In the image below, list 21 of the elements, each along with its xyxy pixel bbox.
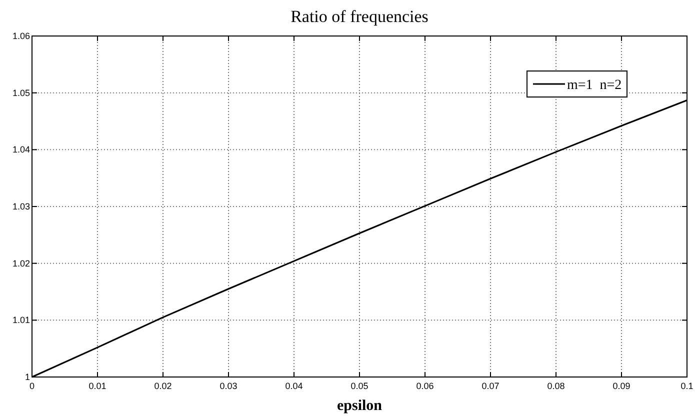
x-tick-label: 0.04 [285, 381, 303, 391]
x-tick-label: 0 [29, 381, 35, 391]
x-tick-label: 0.02 [154, 381, 172, 391]
y-tick-label: 1.03 [12, 202, 30, 212]
y-tick-label: 1 [24, 372, 30, 382]
x-tick-label: 0.06 [416, 381, 434, 391]
x-tick-label: 0.08 [547, 381, 565, 391]
y-tick-label: 1.04 [12, 144, 30, 155]
legend-label: m=1 n=2 [567, 78, 622, 93]
x-axis-title: epsilon [336, 398, 383, 414]
chart-title: Ratio of frequencies [290, 7, 428, 26]
y-tick-label: 1.01 [12, 315, 30, 326]
y-tick-label: 1.05 [12, 88, 30, 98]
x-tick-label: 0.1 [680, 381, 694, 391]
x-tick-label: 0.01 [88, 381, 106, 391]
x-tick-label: 0.05 [350, 381, 368, 391]
x-tick-label: 0.03 [220, 381, 238, 391]
x-tick-label: 0.09 [612, 381, 630, 391]
x-tick-label: 0.07 [482, 381, 500, 391]
y-tick-label: 1.06 [12, 31, 30, 41]
y-tick-label: 1.02 [12, 258, 30, 268]
